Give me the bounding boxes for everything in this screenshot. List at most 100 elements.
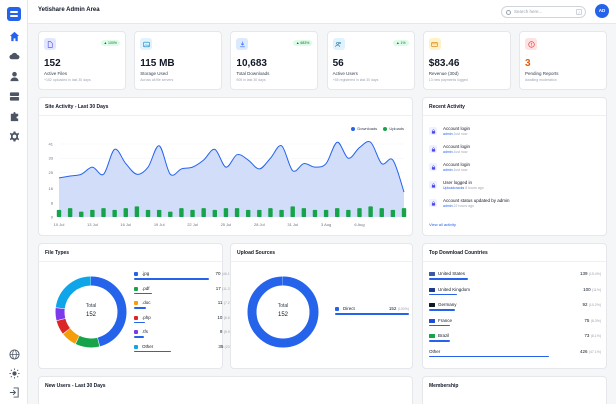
file-type-name: .php (142, 314, 151, 320)
recent-activity-card: Recent Activity Account login admin Just … (422, 97, 607, 236)
country-row[interactable]: United States 139 (15.4%) (429, 271, 601, 283)
uploads-bar (156, 209, 162, 217)
donut-slice (55, 276, 127, 348)
trend-badge: ▲ 683% (293, 40, 313, 46)
country-bar (429, 309, 456, 311)
stat-card-revenue[interactable]: $83.46 Revenue (30d) 13 new payments logge… (422, 31, 511, 90)
upload-source-name: Direct (343, 306, 355, 311)
file-type-row[interactable]: .pdf 17 (11.2%) (134, 286, 234, 298)
file-type-row[interactable]: .tfs 9 (5.9%) (134, 329, 234, 341)
stat-value: $83.46 (428, 58, 460, 69)
activity-item[interactable]: Account status updated by admin admin 22 … (429, 198, 599, 212)
sun-icon[interactable] (8, 367, 20, 379)
uploads-bar (290, 206, 295, 217)
activity-item[interactable]: User logged in Uploadcracks 8 hours ago (429, 180, 599, 194)
membership-card: Membership (422, 376, 607, 404)
stat-label: Revenue (30d) (428, 71, 459, 76)
file-icon (44, 38, 56, 50)
legend-swatch (134, 272, 138, 276)
file-type-bar (134, 292, 153, 294)
file-type-row[interactable]: .php 10 (6.6%) (134, 315, 234, 327)
globe-icon[interactable] (8, 348, 20, 360)
uploads-bar (245, 209, 251, 217)
card-title: Top Download Countries (429, 250, 488, 256)
country-row[interactable]: Brazil 73 (8.1%) (429, 333, 601, 345)
activity-item[interactable]: Account login admin Just now (429, 126, 599, 140)
file-type-row[interactable]: Other 35 (23%) (134, 344, 234, 356)
legend-swatch (134, 301, 138, 305)
card-title: New Users - Last 30 Days (45, 383, 106, 389)
logo-icon[interactable] (7, 7, 21, 21)
uploads-bar (379, 208, 384, 217)
activity-time: Just now (453, 168, 468, 172)
uploads-bar (401, 208, 407, 217)
stat-label: Pending Reports (525, 71, 559, 76)
stat-card-active-users[interactable]: ▲ 1% 56 Active Users +55 registered in last… (326, 31, 415, 90)
stat-value: 56 (332, 58, 344, 69)
site-activity-card: Site Activity - Last 30 Days Downloads U… (38, 97, 413, 236)
stat-subtext: +55 registered in last 30 days (332, 78, 379, 82)
search-placeholder: Search here... (514, 9, 543, 14)
uploads-bar (257, 209, 262, 217)
country-count: 75 (8.3%) (584, 317, 601, 323)
activity-user[interactable]: Uploadcracks (443, 186, 465, 190)
file-type-count: 10 (6.6%) (217, 314, 234, 320)
file-type-count: 17 (11.2%) (215, 285, 234, 291)
activity-user[interactable]: admin (443, 204, 453, 208)
country-bar (429, 340, 450, 342)
view-all-activity-link[interactable]: View all activity (429, 222, 457, 227)
uploads-bar (67, 208, 73, 217)
activity-user[interactable]: admin (443, 168, 453, 172)
file-type-row[interactable]: .jpg 70 (46.1%) (134, 271, 234, 283)
stat-card-pending-reports[interactable]: 3 Pending Reports Awaiting moderation (519, 31, 607, 90)
upload-source-count: 152 (100%) (388, 306, 409, 311)
uploads-bar (234, 208, 240, 217)
file-type-bar (134, 350, 172, 352)
uploads-bar (335, 208, 340, 217)
users-icon (332, 38, 345, 50)
search-input[interactable]: Search here... / (501, 6, 586, 18)
country-row[interactable]: Other 426 (47.1%) (429, 349, 601, 361)
file-type-bar (134, 278, 209, 280)
logout-icon[interactable] (8, 386, 20, 398)
chart-legend: Downloads Uploads (346, 126, 404, 131)
x-tick-label: 19 Jul (154, 222, 165, 227)
activity-time: Just now (453, 132, 468, 136)
file-types-donut (55, 276, 127, 348)
uploads-bar (56, 209, 62, 217)
activity-item[interactable]: Account login admin Just now (429, 162, 599, 176)
legend-downloads[interactable]: Downloads (351, 126, 377, 131)
country-row[interactable]: France 75 (8.3%) (429, 318, 601, 330)
activity-time: 8 hours ago (465, 186, 484, 190)
cloud-upload-icon[interactable] (8, 50, 20, 62)
donut-slice (55, 276, 127, 348)
home-icon[interactable] (8, 30, 20, 42)
x-tick-label: 3 Aug (321, 222, 331, 227)
upload-source-row[interactable]: Direct 152 (100%) (335, 306, 409, 318)
country-bar (429, 278, 469, 280)
server-icon[interactable] (8, 90, 20, 102)
file-type-row[interactable]: .doc 11 (7.2%) (134, 300, 234, 312)
country-row[interactable]: United Kingdom 100 (11%) (429, 287, 601, 299)
legend-swatch (335, 307, 339, 311)
activity-user[interactable]: admin (443, 132, 453, 136)
activity-item[interactable]: Account login admin Just now (429, 144, 599, 158)
stat-card-total-downloads[interactable]: ▲ 683% 10,683 Total Downloads 905 in last 3… (230, 31, 319, 90)
dollar-icon (428, 38, 441, 50)
uploads-bar (212, 209, 218, 217)
uploads-bar (190, 209, 195, 217)
stat-card-storage-used[interactable]: 115 MB Storage Used Across all file server… (134, 31, 223, 90)
puzzle-icon[interactable] (8, 110, 20, 122)
user-icon[interactable] (8, 70, 20, 82)
x-tick-label: 13 Jul (87, 222, 98, 227)
uploads-bar (390, 209, 396, 217)
legend-swatch (134, 286, 138, 291)
country-count: 139 (15.4%) (579, 271, 601, 276)
activity-user[interactable]: admin (443, 150, 453, 154)
avatar[interactable]: AD (595, 4, 609, 18)
stat-card-active-files[interactable]: ▲ 100% 152 Active Files +152 uploaded in la… (38, 31, 126, 90)
legend-uploads[interactable]: Uploads (383, 126, 404, 131)
country-row[interactable]: Germany 92 (10.2%) (429, 302, 601, 314)
gear-icon[interactable] (8, 130, 20, 142)
x-tick-label: 25 Jul (221, 222, 232, 227)
